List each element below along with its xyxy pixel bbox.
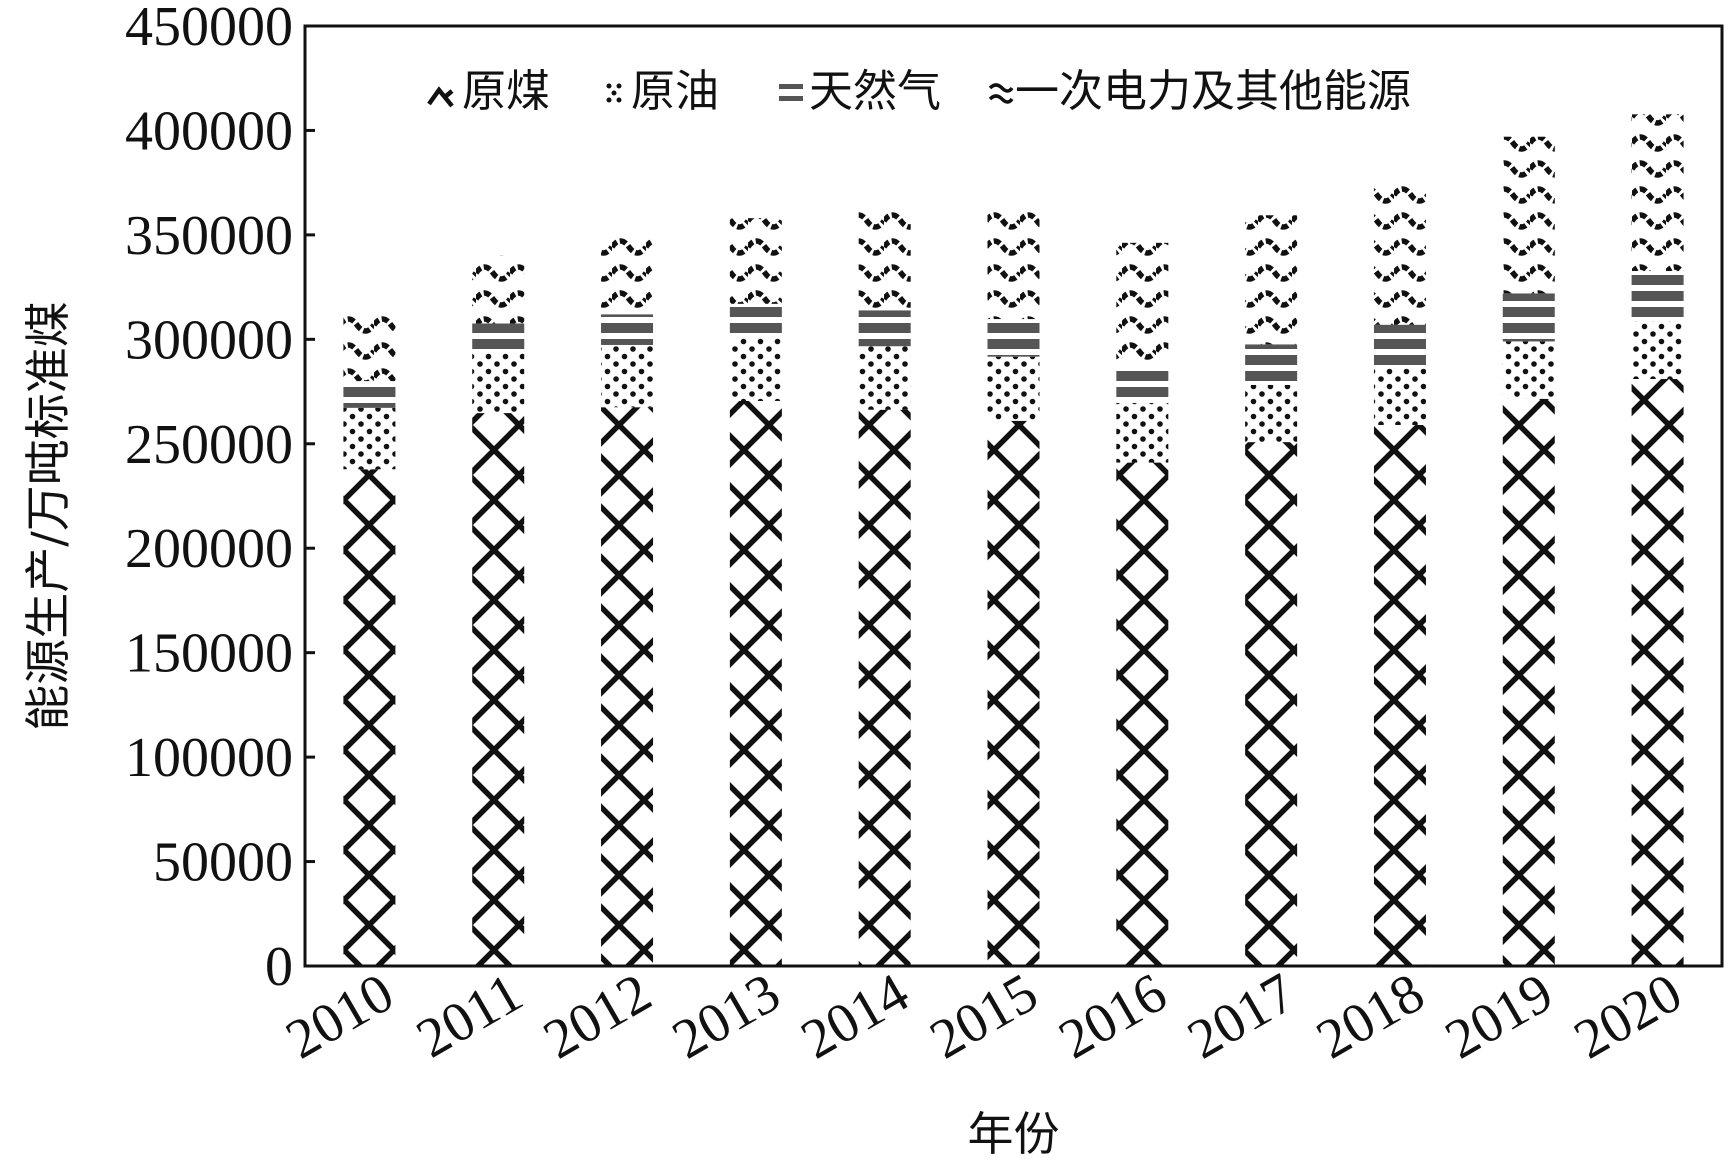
bar-segment-coal[interactable] [601, 407, 654, 966]
x-tick-label: 2017 [1178, 962, 1306, 1072]
bar-segment-primary-electricity[interactable] [858, 209, 911, 311]
bar-segment-natural-gas[interactable] [987, 319, 1040, 357]
bars-layer [343, 114, 1684, 966]
bar-stack-2013[interactable] [729, 218, 782, 966]
bar-segment-natural-gas[interactable] [858, 310, 911, 347]
legend: 原煤 原油 天然气 [427, 66, 1411, 117]
legend-label-primary-electricity: 一次电力及其他能源 [1015, 66, 1411, 117]
bar-segment-crude-oil[interactable] [729, 337, 782, 401]
x-axis: 2010 2011 2012 2013 2014 2015 2016 2017 2018 2019… [276, 962, 1692, 1072]
bar-segment-coal[interactable] [1631, 379, 1684, 966]
y-tick-label: 250000 [125, 414, 293, 476]
bar-segment-crude-oil[interactable] [1502, 341, 1555, 399]
bar-segment-primary-electricity[interactable] [472, 255, 525, 324]
y-tick-label: 150000 [125, 623, 293, 685]
y-axis: 0 50000 100000 150000 200000 250000 300000 3500… [125, 0, 315, 998]
bar-segment-primary-electricity[interactable] [729, 218, 782, 304]
bar-stack-2014[interactable] [858, 209, 911, 966]
bar-segment-crude-oil[interactable] [343, 407, 396, 470]
bar-segment-coal[interactable] [1502, 398, 1555, 966]
bar-segment-primary-electricity[interactable] [343, 314, 396, 382]
y-tick-label: 100000 [125, 727, 293, 789]
y-tick-label: 200000 [125, 518, 293, 580]
legend-item-crude-oil[interactable]: 原油 [606, 66, 720, 117]
legend-label-coal: 原煤 [462, 66, 550, 117]
natural-gas-pattern-icon [779, 84, 803, 101]
legend-label-natural-gas: 天然气 [809, 66, 941, 117]
bar-segment-natural-gas[interactable] [343, 381, 396, 408]
bar-segment-natural-gas[interactable] [1373, 324, 1426, 369]
bar-segment-crude-oil[interactable] [1116, 403, 1169, 463]
plot-area-frame [303, 24, 1724, 968]
bar-segment-primary-electricity[interactable] [1631, 114, 1684, 272]
bar-segment-primary-electricity[interactable] [1502, 136, 1555, 294]
x-tick-label: 2019 [1435, 962, 1563, 1072]
legend-item-natural-gas[interactable]: 天然气 [779, 66, 941, 117]
bar-segment-natural-gas[interactable] [1631, 271, 1684, 322]
x-tick-label: 2011 [407, 962, 533, 1071]
x-tick-label: 2016 [1049, 962, 1177, 1072]
bar-stack-2010[interactable] [343, 314, 396, 966]
bar-segment-coal[interactable] [1116, 462, 1169, 966]
bar-segment-primary-electricity[interactable] [987, 209, 1040, 320]
y-tick-label: 50000 [153, 832, 293, 894]
bar-segment-coal[interactable] [343, 469, 396, 966]
bar-segment-natural-gas[interactable] [1502, 293, 1555, 342]
bar-segment-crude-oil[interactable] [987, 356, 1040, 421]
x-axis-title: 年份 [968, 1107, 1060, 1161]
x-tick-label: 2012 [534, 962, 662, 1072]
y-axis-title: 能源生产/万吨标准煤 [21, 301, 75, 731]
bar-segment-primary-electricity[interactable] [601, 232, 654, 315]
x-tick-label: 2015 [920, 962, 1048, 1072]
legend-item-primary-electricity[interactable]: 一次电力及其他能源 [988, 66, 1411, 117]
y-tick-label: 300000 [125, 309, 293, 371]
primary-electricity-pattern-icon [988, 83, 1014, 104]
bar-segment-coal[interactable] [987, 420, 1040, 966]
y-tick-label: 400000 [125, 100, 293, 162]
legend-label-crude-oil: 原油 [631, 66, 719, 117]
bar-stack-2017[interactable] [1245, 215, 1298, 966]
bar-segment-crude-oil[interactable] [1631, 321, 1684, 380]
bar-segment-crude-oil[interactable] [601, 344, 654, 408]
bar-stack-2018[interactable] [1373, 178, 1426, 966]
bar-segment-primary-electricity[interactable] [1373, 178, 1426, 325]
bar-stack-2016[interactable] [1116, 242, 1169, 966]
bar-segment-crude-oil[interactable] [472, 352, 525, 414]
crude-oil-pattern-icon [606, 83, 622, 103]
bar-segment-natural-gas[interactable] [1245, 344, 1298, 385]
y-tick-label: 0 [265, 936, 293, 998]
legend-item-coal[interactable]: 原煤 [427, 66, 550, 117]
x-tick-label: 2014 [791, 962, 919, 1072]
y-tick-label: 450000 [125, 0, 293, 58]
bar-stack-2012[interactable] [601, 232, 654, 966]
bar-segment-coal[interactable] [1245, 442, 1298, 966]
bar-segment-primary-electricity[interactable] [1245, 215, 1298, 345]
bar-segment-natural-gas[interactable] [729, 303, 782, 338]
bar-segment-primary-electricity[interactable] [1116, 242, 1169, 366]
coal-pattern-icon [427, 86, 454, 108]
x-tick-label: 2010 [276, 962, 404, 1072]
bar-segment-natural-gas[interactable] [601, 314, 654, 345]
x-tick-label: 2013 [662, 962, 790, 1072]
bar-stack-2020[interactable] [1631, 114, 1684, 966]
bar-segment-natural-gas[interactable] [472, 323, 525, 353]
bar-segment-natural-gas[interactable] [1116, 365, 1169, 404]
bar-segment-crude-oil[interactable] [1373, 368, 1426, 425]
bar-segment-coal[interactable] [1373, 424, 1426, 966]
x-tick-label: 2018 [1306, 962, 1434, 1072]
x-tick-label: 2020 [1564, 962, 1692, 1072]
bar-segment-crude-oil[interactable] [858, 346, 911, 410]
bar-segment-crude-oil[interactable] [1245, 384, 1298, 443]
bar-stack-2019[interactable] [1502, 136, 1555, 966]
bar-segment-coal[interactable] [858, 409, 911, 966]
bar-segment-coal[interactable] [472, 413, 525, 966]
bar-segment-coal[interactable] [729, 400, 782, 966]
bar-stack-2011[interactable] [472, 255, 525, 966]
bar-stack-2015[interactable] [987, 209, 1040, 966]
y-tick-label: 350000 [125, 205, 293, 267]
